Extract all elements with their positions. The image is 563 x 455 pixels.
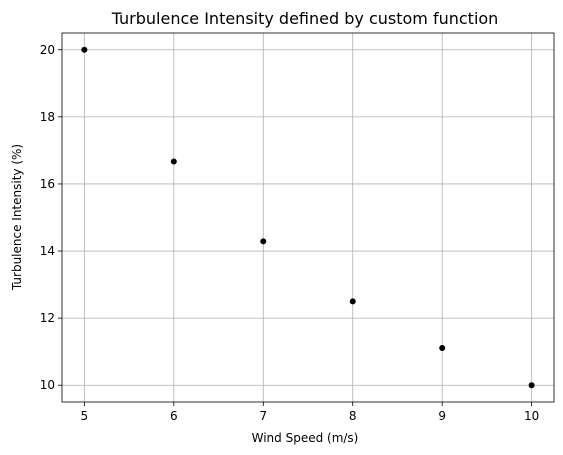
y-tick-label: 20 — [40, 43, 55, 57]
data-points — [81, 46, 535, 389]
y-tick-label: 18 — [40, 110, 55, 124]
data-point — [349, 298, 356, 305]
data-point — [81, 46, 88, 53]
x-tick-label: 6 — [170, 409, 178, 423]
chart-title: Turbulence Intensity defined by custom f… — [111, 9, 499, 28]
x-tick-label: 10 — [524, 409, 539, 423]
grid-layer — [62, 33, 554, 402]
y-axis-label: Turbulence Intensity (%) — [10, 144, 24, 291]
data-point — [260, 238, 267, 245]
data-point — [170, 158, 177, 165]
x-tick-label: 7 — [259, 409, 267, 423]
y-tick-label: 14 — [40, 244, 55, 258]
y-tick-label: 12 — [40, 311, 55, 325]
x-tick-label: 8 — [349, 409, 357, 423]
x-axis-label: Wind Speed (m/s) — [252, 431, 359, 445]
y-tick-label: 10 — [40, 378, 55, 392]
y-tick-label: 16 — [40, 177, 55, 191]
data-point — [439, 344, 446, 351]
x-tick-label: 9 — [438, 409, 446, 423]
tick-layer: 5 6 7 8 9 10 10 12 14 16 18 20 — [40, 43, 540, 423]
x-tick-label: 5 — [81, 409, 89, 423]
plot-frame — [61, 32, 555, 403]
data-point — [528, 382, 535, 389]
